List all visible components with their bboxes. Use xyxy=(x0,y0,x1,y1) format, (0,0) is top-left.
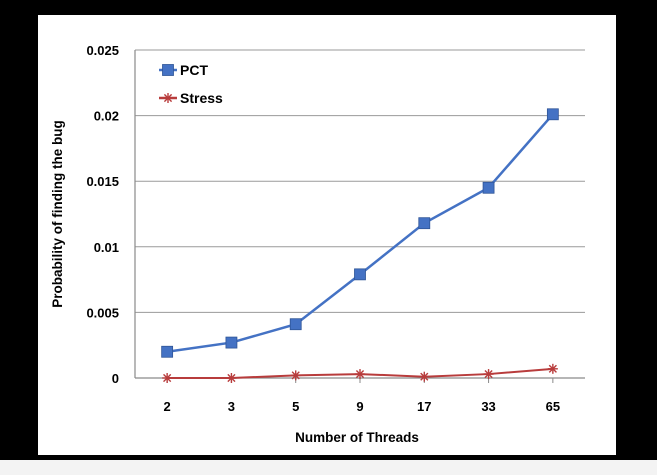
x-tick-label: 2 xyxy=(164,399,171,414)
legend-stress-marker xyxy=(163,93,173,103)
x-tick-label: 65 xyxy=(546,399,560,414)
stress-point xyxy=(419,371,430,382)
stress-point xyxy=(355,369,365,380)
pct-point xyxy=(546,108,559,121)
stress-point xyxy=(483,369,494,380)
x-tick-label: 17 xyxy=(417,399,431,414)
y-tick-label: 0.005 xyxy=(86,305,119,320)
y-tick-label: 0 xyxy=(112,371,119,386)
x-tick-label: 3 xyxy=(228,399,235,414)
x-tick-label: 9 xyxy=(356,399,363,414)
stress-point xyxy=(290,370,301,381)
legend-pct-marker xyxy=(162,64,174,76)
bottom-strip xyxy=(0,460,657,475)
x-tick-label: 5 xyxy=(292,399,299,414)
x-axis-title: Number of Threads xyxy=(295,430,419,445)
gridlines xyxy=(135,49,585,313)
legend-stress-label: Stress xyxy=(180,90,223,106)
stress-point xyxy=(162,373,173,383)
y-axis-title: Probability of finding the bug xyxy=(50,120,65,307)
stress-point xyxy=(226,373,237,383)
pct-point xyxy=(225,336,238,349)
y-tick-label: 0.015 xyxy=(86,174,119,189)
y-tick-label: 0.01 xyxy=(94,240,119,255)
y-tick-label: 0.02 xyxy=(94,109,119,124)
x-tick-label: 33 xyxy=(481,399,495,414)
pct-line xyxy=(166,113,554,353)
legend-pct-label: PCT xyxy=(180,62,208,78)
series xyxy=(161,108,559,383)
pct-point xyxy=(289,318,302,331)
chart-container xyxy=(36,13,618,457)
pct-point xyxy=(418,217,431,230)
y-tick-label: 0.025 xyxy=(86,43,119,58)
pct-point xyxy=(354,268,366,281)
legend: PCT Stress xyxy=(159,62,223,106)
stress-point xyxy=(547,363,558,374)
pct-point xyxy=(482,181,495,194)
pct-point xyxy=(161,345,174,358)
